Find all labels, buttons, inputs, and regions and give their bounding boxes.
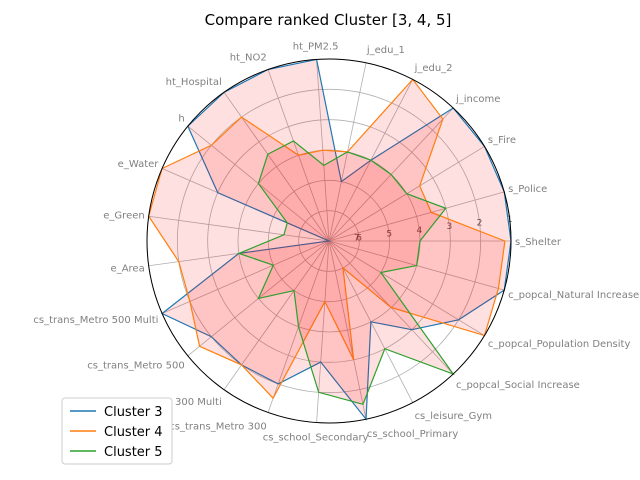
axis-label: e_Area	[111, 264, 145, 275]
axis-label: e_Green	[103, 210, 144, 221]
grid-spoke	[328, 191, 505, 242]
axis-label: e_Water	[118, 159, 160, 170]
grid-spoke	[148, 215, 330, 242]
axis-label: ht_Hospital	[166, 77, 222, 88]
axis-label: c_popcal_Population Density	[488, 339, 631, 350]
legend: Cluster 3 Cluster 4 Cluster 5	[61, 397, 173, 465]
chart-title: Compare ranked Cluster [3, 4, 5]	[205, 11, 452, 29]
rank-tick-label: 7	[354, 234, 360, 244]
rank-tick-label: 3	[447, 222, 453, 232]
axis-label: h	[178, 113, 184, 124]
rank-tick-label: 2	[477, 219, 483, 229]
rank-tick-label: 5	[386, 230, 392, 240]
axis-label: s_Police	[508, 184, 547, 195]
legend-label: Cluster 5	[104, 445, 163, 460]
axis-label: c_popcal_Natural Increase	[508, 290, 639, 301]
axis-label: cs_school_Secondary	[263, 433, 369, 444]
rank-tick-label: 6	[356, 233, 362, 243]
series-layer	[148, 58, 512, 421]
grid-spoke	[328, 240, 367, 420]
legend-label: Cluster 3	[104, 405, 163, 420]
axis-label: j_edu_2	[414, 63, 453, 74]
axis-label: c_popcal_Social Increase	[456, 380, 580, 391]
outer-ring	[146, 58, 512, 424]
axis-label: s_Shelter	[515, 237, 562, 248]
axis-label: cs_school_Primary	[367, 429, 458, 440]
axis-label: j_edu_1	[366, 45, 405, 56]
axis-label: cs_trans_Metro 500	[87, 361, 184, 372]
axis-label: cs_leisure_Gym	[415, 411, 492, 422]
axis-label: j_income	[455, 94, 500, 105]
legend-box	[61, 397, 173, 465]
axis-label: ht_PM2.5	[293, 41, 339, 52]
axis-label: cs_trans_Metro 300	[169, 422, 266, 433]
rank-tick-label: 4	[416, 226, 422, 236]
axis-label: s_Fire	[488, 135, 516, 146]
axis-label: ht_NO2	[230, 52, 267, 63]
legend-label: Cluster 4	[104, 425, 163, 440]
series-cluster-3	[160, 58, 512, 421]
series-cluster-5	[237, 140, 455, 406]
axis-label: cs_trans_Metro 500 Multi	[33, 315, 158, 326]
series-cluster-4	[148, 78, 506, 400]
